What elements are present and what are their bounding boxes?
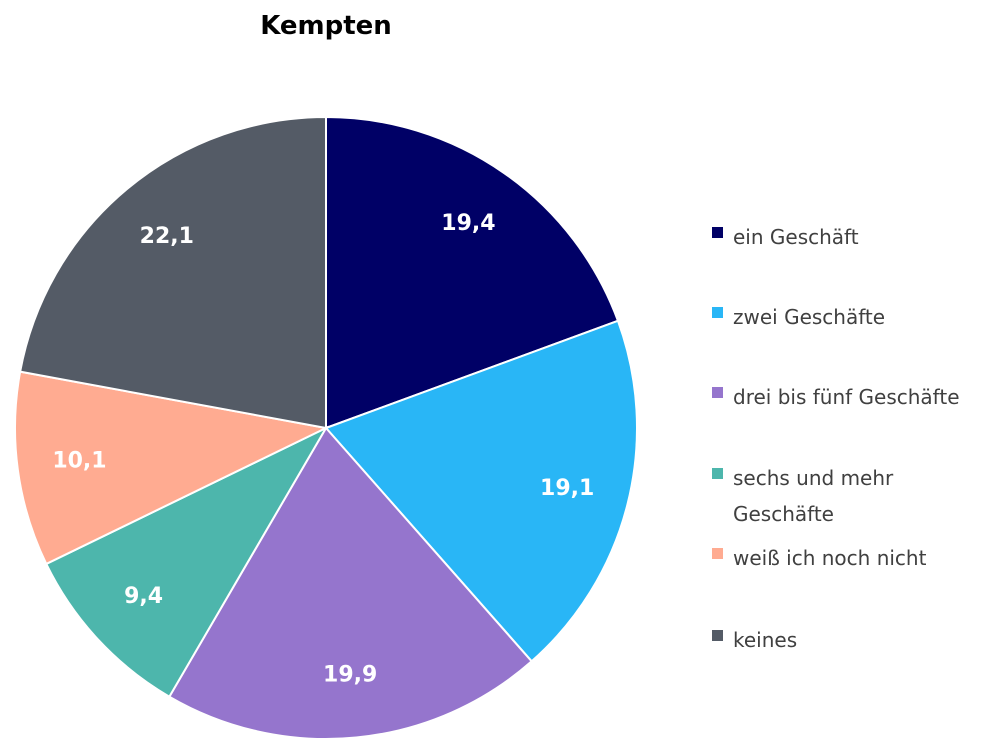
pie-slice [14,370,330,566]
data-label: 19,4 [441,211,495,236]
legend-label: ein Geschäft [733,225,859,249]
legend-label: sechs und mehr Geschäfte [733,466,894,526]
legend-item: keines [712,622,982,658]
legend-swatch [712,387,723,398]
data-label: 19,9 [323,663,377,688]
chart-title: Kempten [260,11,392,41]
legend-item: zwei Geschäfte [712,299,982,335]
data-label: 10,1 [52,449,106,474]
legend-swatch [712,307,723,318]
legend-item: ein Geschäft [712,219,982,255]
data-label: 22,1 [140,224,194,249]
pie-slice [325,115,620,430]
legend-label: keines [733,628,798,652]
legend-swatch [712,227,723,238]
legend-item: sechs und mehr Geschäfte [712,460,982,532]
legend-swatch [712,548,723,559]
legend-swatch [712,468,723,479]
pie-slice [44,425,329,699]
legend-label: weiß ich noch nicht [733,546,927,570]
pie-slice [168,426,534,739]
pie-slice [324,319,638,663]
legend-label: drei bis fünf Geschäfte [733,385,960,409]
legend-item: weiß ich noch nicht [712,540,982,576]
data-label: 19,1 [540,476,594,501]
data-label: 9,4 [124,584,163,609]
legend-item: drei bis fünf Geschäfte [712,379,982,415]
legend-swatch [712,630,723,641]
legend-label: zwei Geschäfte [733,305,886,329]
pie-slice [18,115,327,430]
